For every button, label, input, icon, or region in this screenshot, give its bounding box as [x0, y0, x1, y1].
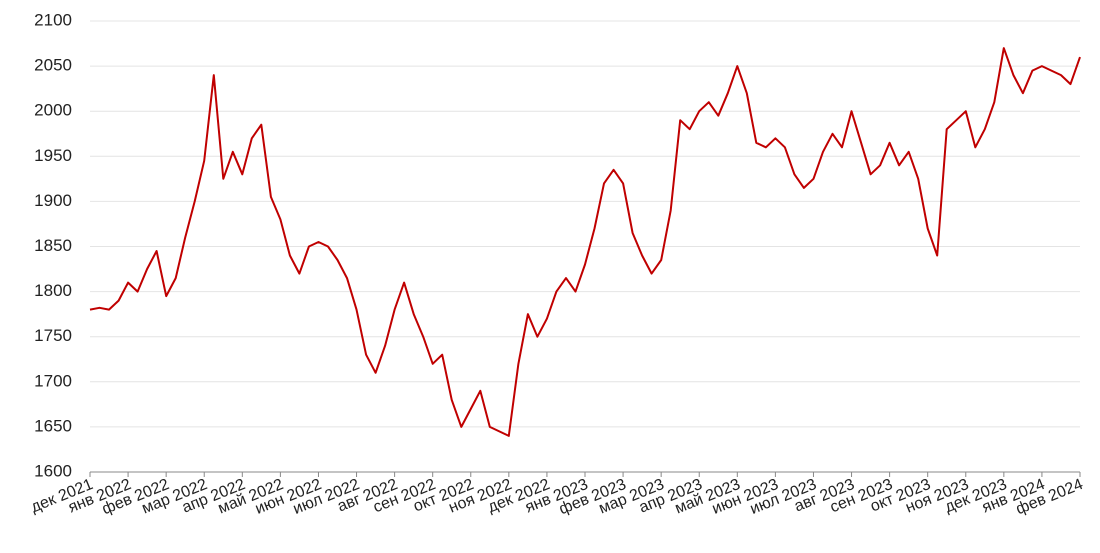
y-tick-label: 1600: [34, 461, 72, 480]
y-tick-label: 2100: [34, 10, 72, 29]
y-tick-label: 1950: [34, 146, 72, 165]
y-tick-label: 1900: [34, 191, 72, 210]
y-tick-label: 1650: [34, 416, 72, 435]
y-tick-label: 2000: [34, 101, 72, 120]
y-tick-label: 1700: [34, 371, 72, 390]
y-tick-label: 1850: [34, 236, 72, 255]
y-tick-label: 1800: [34, 281, 72, 300]
y-tick-label: 2050: [34, 56, 72, 75]
y-tick-label: 1750: [34, 326, 72, 345]
price-line: [89, 47, 1081, 437]
